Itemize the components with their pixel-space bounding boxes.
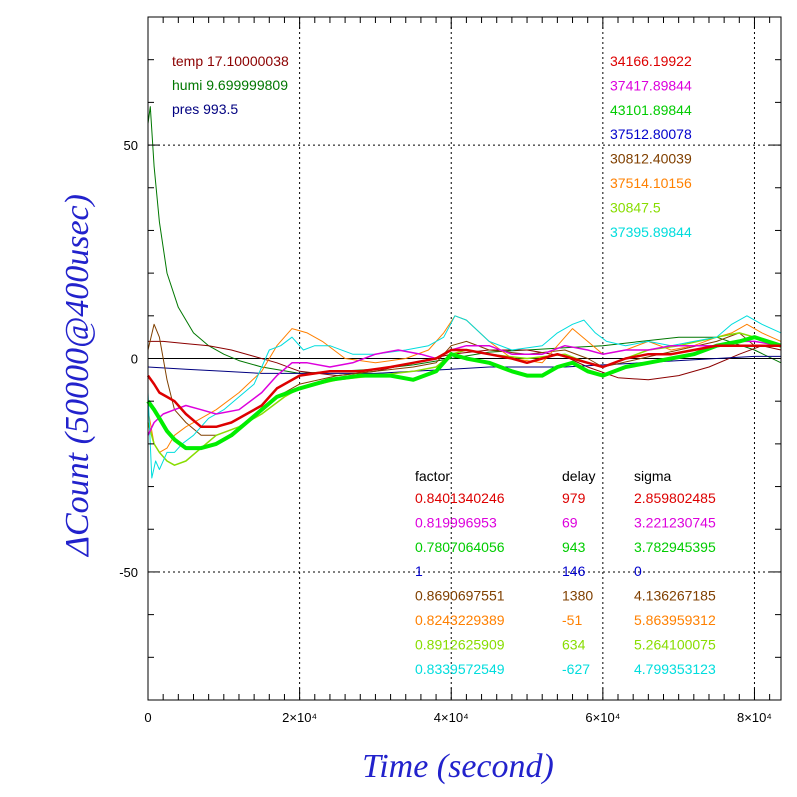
- series-line-3: [147, 355, 781, 374]
- stats-cell: 4.799353123: [634, 661, 716, 677]
- stats-cell: 0.8912625909: [415, 636, 505, 652]
- mean-value: 37512.80078: [610, 126, 692, 142]
- stats-cell: 3.221230745: [634, 514, 716, 530]
- env-legend-temp: temp 17.10000038: [172, 53, 289, 69]
- stats-cell: 69: [562, 514, 578, 530]
- stats-cell: 0.8339572549: [415, 661, 505, 677]
- stats-cell: -627: [562, 661, 590, 677]
- x-tick-label: 4×10⁴: [434, 710, 469, 725]
- stats-cell: 0.8243229389: [415, 612, 505, 628]
- x-axis-title: Time (second): [362, 748, 554, 785]
- stats-cell: 2.859802485: [634, 490, 716, 506]
- series-line-7: [147, 315, 782, 479]
- stats-cell: 5.264100075: [634, 636, 716, 652]
- stats-cell: 0: [634, 563, 642, 579]
- y-tick-label: -50: [119, 565, 138, 580]
- stats-cell: 1380: [562, 588, 593, 604]
- mean-value: 37395.89844: [610, 224, 692, 240]
- y-tick-label: 50: [124, 138, 138, 153]
- stats-cell: 0.7807064056: [415, 539, 505, 555]
- stats-cell: 146: [562, 563, 586, 579]
- mean-value: 37514.10156: [610, 175, 692, 191]
- mean-value: 30847.5: [610, 199, 661, 215]
- x-tick-label: 6×10⁴: [585, 710, 620, 725]
- series-line-8: [147, 340, 782, 436]
- stats-header: sigma: [634, 468, 672, 484]
- axes: [147, 16, 782, 701]
- stats-cell: 0.819996953: [415, 514, 497, 530]
- x-tick-label: 2×10⁴: [282, 710, 317, 725]
- mean-value: 37417.89844: [610, 77, 692, 93]
- tick-labels: 0 2×10⁴ 4×10⁴ 6×10⁴ 8×10⁴ 50 0 -50: [119, 138, 772, 725]
- mean-value: 30812.40039: [610, 151, 692, 167]
- stats-cell: 3.782945395: [634, 539, 716, 555]
- y-tick-label: 0: [131, 352, 138, 367]
- series-line-5: [147, 315, 782, 453]
- stats-cell: -51: [562, 612, 582, 628]
- series-line-9: [146, 335, 782, 451]
- x-tick-label: 8×10⁴: [737, 710, 772, 725]
- stats-cell: 4.136267185: [634, 588, 716, 604]
- stats-cell: 943: [562, 539, 586, 555]
- stats-cell: 979: [562, 490, 586, 506]
- stats-header: delay: [562, 468, 595, 484]
- x-tick-label: 0: [144, 710, 151, 725]
- stats-cell: 0.8401340246: [415, 490, 505, 506]
- mean-value: 43101.89844: [610, 102, 692, 118]
- legend: temp 17.10000038 humi 9.699999809 pres 993…: [172, 53, 716, 677]
- series-line-4: [147, 323, 781, 436]
- env-legend-humi: humi 9.699999809: [172, 77, 288, 93]
- y-axis-title: ΔCount (50000@400usec): [59, 194, 96, 558]
- stats-cell: 5.863959312: [634, 612, 716, 628]
- series-line-10: [146, 344, 781, 429]
- stats-cell: 0.8690697551: [415, 588, 505, 604]
- env-legend-pres: pres 993.5: [172, 101, 238, 117]
- stats-cell: 1: [415, 563, 423, 579]
- series-group: [146, 106, 782, 479]
- mean-value: 34166.19922: [610, 53, 692, 69]
- stats-cell: 634: [562, 636, 586, 652]
- stats-header: factor: [415, 468, 450, 484]
